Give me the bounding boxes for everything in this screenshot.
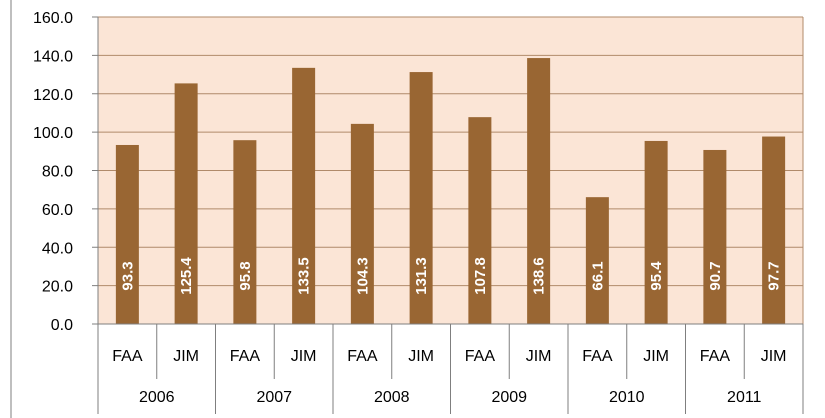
gridlines xyxy=(98,16,803,287)
x-group-label: 2009 xyxy=(491,389,527,406)
bar-2006-jim xyxy=(174,83,198,324)
x-group-label: 2006 xyxy=(139,389,175,406)
data-label: 97.7 xyxy=(766,261,783,290)
data-label: 66.1 xyxy=(589,261,606,290)
x-category-label: JIM xyxy=(291,348,317,365)
bars xyxy=(115,58,786,325)
x-axis-category-labels: FAA JIM FAA JIM FAA JIM FAA JIM FAA JIM FAA JIM xyxy=(112,348,786,365)
data-label: 95.8 xyxy=(237,261,254,290)
x-group-label: 2008 xyxy=(374,389,410,406)
y-tick-label: 100.0 xyxy=(33,125,73,142)
x-group-label: 2007 xyxy=(256,389,292,406)
bar-2008-faa xyxy=(350,123,374,324)
y-tick-label: 140.0 xyxy=(33,48,73,65)
data-label: 107.8 xyxy=(472,257,489,295)
data-label: 138.6 xyxy=(531,257,548,295)
x-category-label: JIM xyxy=(526,348,552,365)
bar-2010-faa xyxy=(585,197,609,324)
data-labels: 93.3 125.4 95.8 133.5 104.3 131.3 107.8 138.6 66… xyxy=(119,257,782,295)
bar-2007-faa xyxy=(233,140,257,324)
data-label: 133.5 xyxy=(296,257,313,295)
x-category-label: JIM xyxy=(643,348,669,365)
data-label: 95.4 xyxy=(648,261,665,291)
x-category-label: FAA xyxy=(347,348,378,365)
x-group-label: 2011 xyxy=(727,389,762,406)
bar-2008-jim xyxy=(409,72,433,325)
x-category-label: JIM xyxy=(761,348,787,365)
x-category-label: FAA xyxy=(582,348,613,365)
x-category-label: JIM xyxy=(408,348,434,365)
x-category-label: FAA xyxy=(465,348,496,365)
bar-2010-jim xyxy=(644,140,668,324)
y-tick-label: 80.0 xyxy=(42,164,73,181)
x-category-label: FAA xyxy=(230,348,261,365)
data-label: 125.4 xyxy=(178,257,195,295)
bar-2007-jim xyxy=(292,67,316,325)
data-label: 131.3 xyxy=(413,257,430,295)
bar-2011-jim xyxy=(762,136,786,324)
data-label: 104.3 xyxy=(354,257,371,295)
bar-2009-jim xyxy=(527,58,551,324)
data-label: 93.3 xyxy=(119,261,136,290)
bar-2009-faa xyxy=(468,117,492,324)
y-tick-label: 0.0 xyxy=(51,317,73,334)
data-label: 90.7 xyxy=(707,261,724,290)
x-category-label: JIM xyxy=(173,348,199,365)
x-axis-group-labels: 2006 2007 2008 2009 2010 2011 xyxy=(139,389,762,406)
bar-2011-faa xyxy=(703,149,727,324)
y-tick-label: 20.0 xyxy=(42,279,73,296)
x-category-label: FAA xyxy=(700,348,731,365)
axes xyxy=(92,16,804,414)
y-tick-label: 120.0 xyxy=(33,87,73,104)
bar-2006-faa xyxy=(115,144,139,324)
x-category-label: FAA xyxy=(112,348,143,365)
y-tick-label: 160.0 xyxy=(33,10,73,27)
x-group-label: 2010 xyxy=(609,389,645,406)
y-tick-label: 60.0 xyxy=(42,202,73,219)
y-axis-tick-labels: 0.0 20.0 40.0 60.0 80.0 100.0 120.0 140.0 160.0 xyxy=(33,10,73,334)
y-tick-label: 40.0 xyxy=(42,240,73,257)
